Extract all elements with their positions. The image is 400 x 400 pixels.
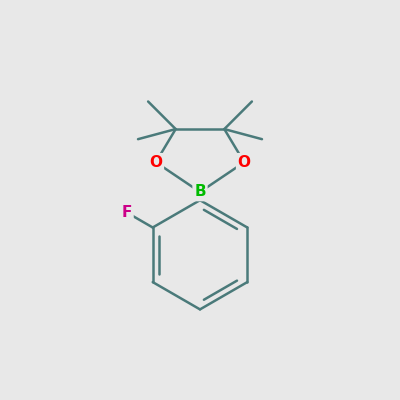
Text: F: F [122,205,132,220]
Text: B: B [194,184,206,200]
Text: O: O [238,155,251,170]
Text: O: O [149,155,162,170]
